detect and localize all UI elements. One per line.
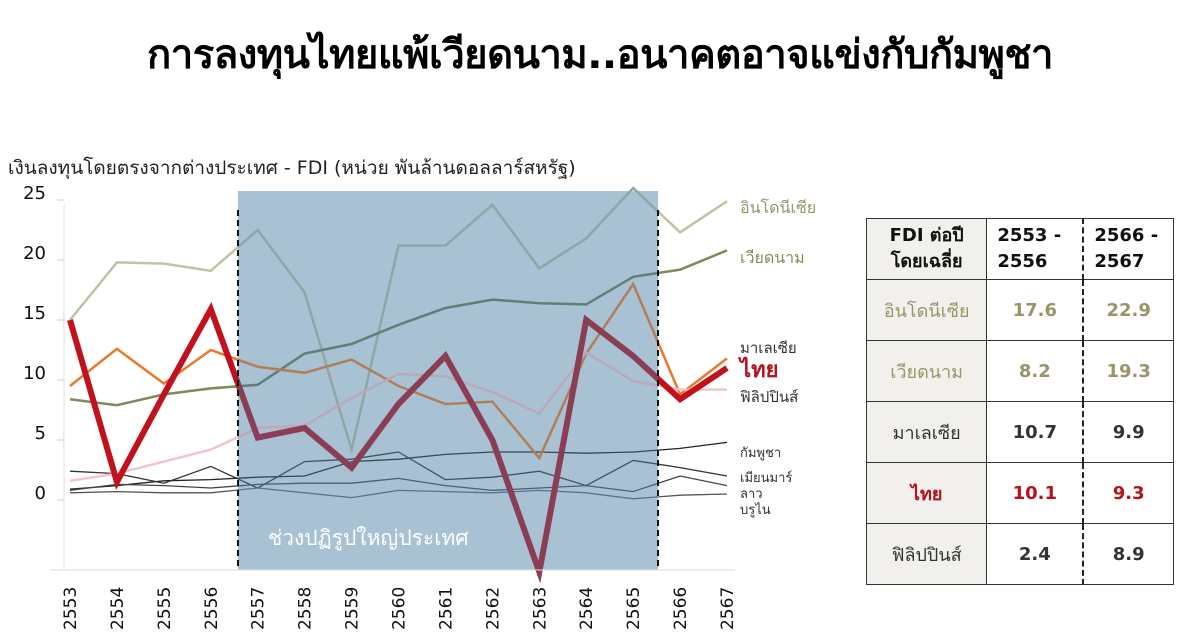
- series-end-label: บรูไน: [740, 502, 771, 518]
- x-tick-label: 2556: [202, 587, 222, 630]
- series-line-inside: [238, 477, 658, 493]
- table-header-period-2: 2566 - 2567: [1082, 218, 1175, 280]
- page-title: การลงทุนไทยแพ้เวียดนาม..อนาคตอาจแข่งกับก…: [147, 32, 1053, 78]
- table-header-row: FDI ต่อปี โดยเฉลี่ย 2553 - 2556 2566 - 2…: [865, 218, 1175, 280]
- y-tick-label: 15: [23, 303, 46, 324]
- table-row: มาเลเซีย 10.7 9.9: [865, 401, 1175, 463]
- shaded-reform-period: [238, 191, 658, 570]
- series-line-inside: [238, 271, 658, 388]
- reform-period-band: [238, 191, 658, 570]
- table-cell-country: เวียดนาม: [865, 340, 988, 402]
- x-tick-label: 2559: [343, 587, 363, 630]
- reform-period-label: ช่วงปฏิรูปใหญ่ประเทศ: [268, 526, 469, 551]
- x-tick-label: 2564: [577, 587, 597, 630]
- table-cell-period-1: 10.1: [986, 462, 1085, 524]
- series-end-label: ฟิลิปปินส์: [740, 388, 798, 406]
- series-end-label: เมียนมาร์: [740, 470, 792, 486]
- table-row: อินโดนีเซีย 17.6 22.9: [865, 279, 1175, 341]
- table-cell-period-1: 10.7: [986, 401, 1085, 463]
- table-cell-country: ไทย: [865, 462, 988, 524]
- series-line-inside: [238, 487, 658, 500]
- x-tick-label: 2560: [390, 587, 410, 630]
- x-axis: 2553 2554 2555 2556 2557 2558 2559 2560 2561 2562…: [50, 569, 738, 630]
- table-cell-period-2: 19.3: [1082, 340, 1175, 402]
- x-tick-label: 2563: [530, 587, 550, 630]
- series-end-label: ไทย: [738, 356, 778, 383]
- table-cell-period-2: 9.3: [1082, 462, 1175, 524]
- series-end-labels: อินโดนีเซียเวียดนามมาเลเซียไทยฟิลิปปินส์…: [738, 198, 816, 518]
- table-row: ฟิลิปปินส์ 2.4 8.9: [865, 523, 1175, 585]
- y-tick-label: 5: [35, 423, 46, 444]
- x-tick-label: 2553: [61, 587, 81, 630]
- series-end-label: อินโดนีเซีย: [740, 198, 816, 217]
- y-axis: 0 5 10 15 20 25: [23, 183, 65, 570]
- table-cell-period-2: 22.9: [1082, 279, 1175, 341]
- series-end-label: มาเลเซีย: [740, 339, 797, 357]
- table-cell-period-1: 2.4: [986, 523, 1085, 585]
- table-header-period-1: 2553 - 2556: [986, 218, 1085, 280]
- series-end-label: ลาว: [740, 487, 763, 502]
- table-cell-period-1: 17.6: [986, 279, 1085, 341]
- series-end-label: กัมพูชา: [740, 446, 781, 461]
- table-cell-period-2: 8.9: [1082, 523, 1175, 585]
- x-tick-label: 2558: [296, 587, 316, 630]
- y-tick-label: 0: [35, 483, 46, 504]
- x-tick-label: 2567: [718, 587, 738, 630]
- x-tick-label: 2554: [108, 587, 128, 630]
- series-line-inside: [238, 449, 658, 479]
- series-line-inside: [238, 186, 658, 455]
- table-cell-country: ฟิลิปปินส์: [865, 523, 988, 585]
- y-tick-label: 20: [23, 243, 46, 264]
- series-line-inside: [238, 451, 658, 489]
- table-cell-period-2: 9.9: [1082, 401, 1175, 463]
- table-cell-period-1: 8.2: [986, 340, 1085, 402]
- series-line-inside: [238, 281, 658, 461]
- series-line-inside: [238, 314, 658, 584]
- table-header-label: FDI ต่อปี โดยเฉลี่ย: [865, 218, 988, 280]
- y-tick-label: 10: [23, 363, 46, 384]
- x-tick-label: 2557: [249, 587, 269, 630]
- series-line-inside: [238, 350, 658, 439]
- x-tick-label: 2565: [624, 587, 644, 630]
- x-tick-label: 2562: [483, 587, 503, 630]
- x-tick-label: 2555: [155, 587, 175, 630]
- x-tick-label: 2561: [436, 587, 456, 630]
- x-tick-label: 2566: [671, 587, 691, 630]
- series-end-label: เวียดนาม: [740, 248, 805, 267]
- table-cell-country: มาเลเซีย: [865, 401, 988, 463]
- fdi-average-table: FDI ต่อปี โดยเฉลี่ย 2553 - 2556 2566 - 2…: [865, 218, 1175, 585]
- table-cell-country: อินโดนีเซีย: [865, 279, 988, 341]
- chart-subtitle: เงินลงทุนโดยตรงจากต่างประเทศ - FDI (หน่ว…: [8, 157, 576, 179]
- table-row: เวียดนาม 8.2 19.3: [865, 340, 1175, 402]
- period-dividers: [237, 210, 659, 570]
- series-lines: [67, 186, 729, 584]
- y-tick-label: 25: [23, 183, 46, 204]
- table-row: ไทย 10.1 9.3: [865, 462, 1175, 524]
